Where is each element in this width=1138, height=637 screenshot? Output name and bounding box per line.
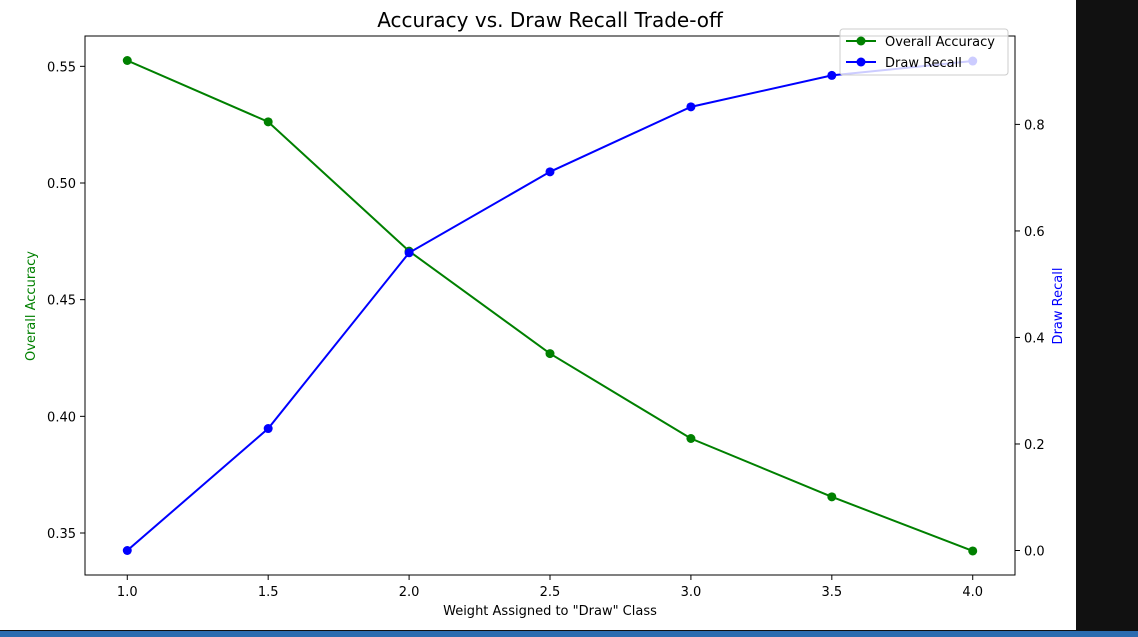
legend-marker-accuracy [856, 36, 866, 46]
data-point-recall [686, 102, 696, 112]
data-point-accuracy [545, 349, 555, 359]
legend: Overall Accuracy Draw Recall [839, 28, 1009, 76]
y-left-tick-label: 0.55 [47, 60, 76, 75]
x-tick-label: 2.5 [540, 585, 561, 600]
legend-box [839, 28, 1009, 76]
y-axis-right: 0.0 0.2 0.4 0.6 0.8 [1015, 118, 1045, 560]
y-right-tick-label: 0.6 [1024, 225, 1045, 240]
y-left-tick-label: 0.45 [47, 294, 76, 309]
data-point-recall [545, 167, 555, 177]
x-tick-label: 3.5 [821, 585, 842, 600]
chart-svg: Accuracy vs. Draw Recall Trade-off 1.0 1.… [24, 8, 1066, 619]
series-layer [122, 56, 978, 556]
plot-area [84, 35, 1016, 576]
y-axis-label-right: Draw Recall [1051, 268, 1066, 345]
data-point-accuracy [827, 492, 837, 502]
taskbar-strip [0, 631, 1138, 637]
y-right-tick-label: 0.0 [1024, 545, 1045, 560]
data-point-accuracy [263, 117, 273, 127]
x-tick-label: 4.0 [962, 585, 983, 600]
series-line-accuracy [126, 59, 974, 552]
x-axis: 1.0 1.5 2.0 2.5 3.0 3.5 4.0 [117, 575, 983, 600]
data-point-accuracy [686, 434, 696, 443]
x-axis-label: Weight Assigned to "Draw" Class [443, 604, 657, 619]
figure-canvas: Accuracy vs. Draw Recall Trade-off 1.0 1.… [0, 0, 1076, 630]
legend-marker-recall [856, 57, 866, 67]
legend-label-accuracy: Overall Accuracy [885, 35, 995, 50]
y-axis-left: 0.35 0.40 0.45 0.50 0.55 [47, 60, 85, 542]
x-tick-label: 1.5 [258, 585, 279, 600]
data-point-recall [263, 424, 273, 434]
data-point-accuracy [122, 56, 132, 65]
y-left-tick-label: 0.50 [47, 177, 76, 192]
y-left-tick-label: 0.35 [47, 527, 76, 542]
y-right-tick-label: 0.2 [1024, 438, 1045, 453]
x-tick-label: 1.0 [117, 585, 138, 600]
data-point-recall [122, 546, 132, 555]
y-axis-label-left: Overall Accuracy [24, 251, 39, 361]
y-left-tick-label: 0.40 [47, 410, 76, 425]
data-point-recall [827, 70, 837, 80]
series-line-recall [126, 60, 973, 552]
data-point-accuracy [968, 546, 978, 556]
y-right-tick-label: 0.4 [1024, 331, 1045, 346]
x-tick-label: 3.0 [681, 585, 702, 600]
chart-title: Accuracy vs. Draw Recall Trade-off [377, 8, 724, 32]
data-point-recall [404, 248, 414, 258]
legend-label-recall: Draw Recall [885, 56, 962, 71]
y-right-tick-label: 0.8 [1024, 118, 1045, 133]
x-tick-label: 2.0 [399, 585, 420, 600]
